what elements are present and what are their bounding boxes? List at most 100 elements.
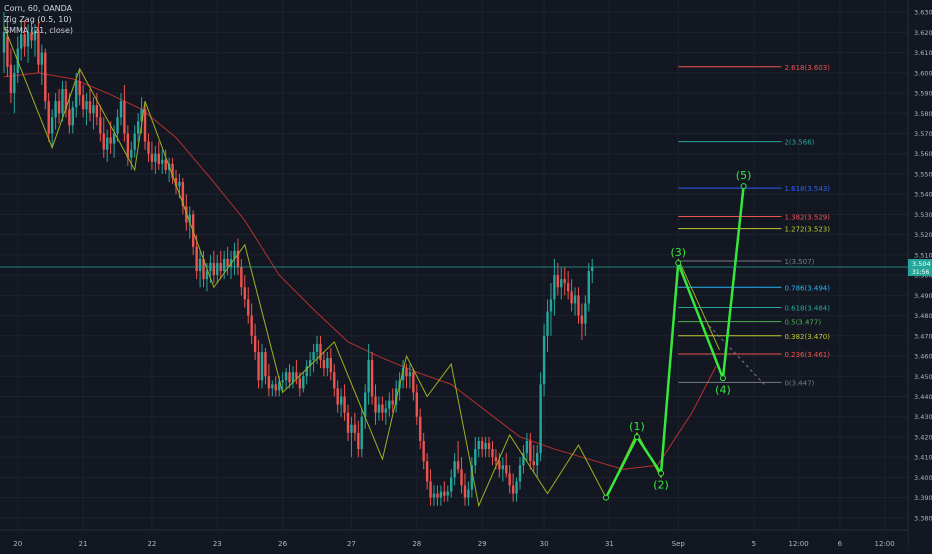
candle-body (102, 133, 105, 150)
time-axis[interactable]: 20 21 22 23 26 27 28 29 30 31 Sep 5 12:00 6 12:00 (0, 529, 908, 550)
price-tick-label: 3.430 (914, 413, 932, 421)
time-tick-label: 12:00 (875, 540, 895, 548)
current-price-countdown: 31:56 (912, 269, 929, 276)
candle-body (305, 366, 308, 377)
candle-body (484, 443, 487, 450)
candle-body (243, 287, 246, 300)
candle-body (40, 52, 44, 65)
candle-body (20, 34, 23, 49)
candle-body (75, 80, 78, 108)
candle-body (529, 440, 532, 462)
candle-body (109, 137, 112, 144)
candle-body (274, 384, 277, 391)
candle-body (487, 443, 491, 450)
price-tick-label: 3.610 (914, 49, 932, 57)
wave-point (658, 470, 665, 477)
candle-body (106, 137, 109, 150)
candle-body (95, 105, 99, 118)
time-tick-label: Sep (672, 540, 686, 548)
candle-body (333, 372, 336, 389)
legend-smma[interactable]: SMMA (21, close) (4, 26, 74, 35)
candle-body (343, 396, 346, 413)
candle-body (425, 461, 429, 482)
candle-body (195, 246, 198, 272)
candle-body (154, 153, 157, 162)
candle-body (532, 461, 535, 466)
candle-body (212, 262, 216, 276)
time-axis-bg (0, 530, 908, 550)
candle-body (181, 182, 185, 207)
fib-level-label: 0.618(3.484) (784, 304, 830, 312)
candle-body (85, 101, 88, 110)
candle-body (71, 107, 74, 126)
price-tick-label: 3.480 (914, 312, 932, 320)
candle-body (57, 101, 61, 114)
candle-body (81, 95, 85, 110)
time-tick-label: 31 (605, 540, 614, 548)
legend-symbol[interactable]: Corn, 60, OANDA (4, 4, 73, 13)
wave-label: (2) (653, 478, 669, 491)
candle-body (116, 117, 119, 134)
fibonacci-levels: 2.618(3.603) 2(3.566) 1.618(3.543) 1.382(3.… (678, 64, 830, 387)
candle-body (419, 416, 422, 441)
candle-body (136, 121, 140, 134)
candle-body (456, 461, 460, 470)
time-tick-label: 21 (79, 540, 88, 548)
candle-body (226, 258, 229, 268)
candle-body (322, 360, 326, 369)
wave-label: (1) (629, 420, 645, 433)
price-tick-label: 3.600 (914, 69, 932, 77)
candle-body (264, 351, 267, 377)
fib-level-label: 0.382(3.470) (784, 333, 830, 341)
fib-level-label: 2(3.566) (784, 139, 814, 147)
candle-body (271, 384, 274, 389)
candle-body (143, 109, 147, 142)
candle-body (233, 250, 236, 259)
time-tick-label: 5 (752, 540, 756, 548)
candle-body (64, 89, 68, 110)
candle-body (54, 101, 57, 118)
candle-body (384, 408, 388, 413)
candle-body (477, 440, 480, 450)
legend-zigzag[interactable]: Zig Zag (0.5, 10) (4, 15, 72, 24)
candle-body (560, 279, 563, 288)
candle-body (112, 133, 116, 144)
wave-point (603, 494, 609, 501)
candle-body (150, 153, 154, 162)
candle-body (405, 368, 408, 377)
fib-level-label: 1.382(3.529) (784, 213, 830, 221)
candle-body (78, 80, 81, 96)
candle-body (584, 303, 587, 324)
price-tick-label: 3.580 (914, 110, 932, 118)
candle-body (68, 109, 71, 126)
candle-body (178, 182, 181, 187)
candle-body (443, 491, 446, 496)
candle-body (147, 141, 150, 154)
time-tick-label: 6 (838, 540, 843, 548)
wave-point (633, 433, 640, 440)
candle-body (236, 250, 240, 268)
candle-body (253, 335, 257, 352)
candle-body (171, 163, 174, 179)
candle-body (367, 360, 370, 393)
price-tick-label: 3.490 (914, 292, 932, 300)
fib-level-label: 1(3.507) (784, 258, 814, 266)
price-tick-label: 3.510 (914, 251, 932, 259)
current-price-badge (908, 259, 932, 277)
candle-body (47, 101, 50, 134)
fib-level-label: 1.272(3.523) (784, 226, 830, 234)
candle-body (522, 453, 525, 466)
candle-body (453, 461, 456, 478)
candle-body (467, 489, 470, 498)
candle-body (546, 311, 549, 336)
price-tick-label: 3.540 (914, 191, 932, 199)
fib-level-label: 0(3.447) (784, 379, 814, 387)
candle-body (388, 400, 391, 409)
candle-body (570, 291, 573, 304)
price-tick-label: 3.590 (914, 90, 932, 98)
candle-body (61, 89, 64, 114)
candle-body (44, 52, 47, 102)
